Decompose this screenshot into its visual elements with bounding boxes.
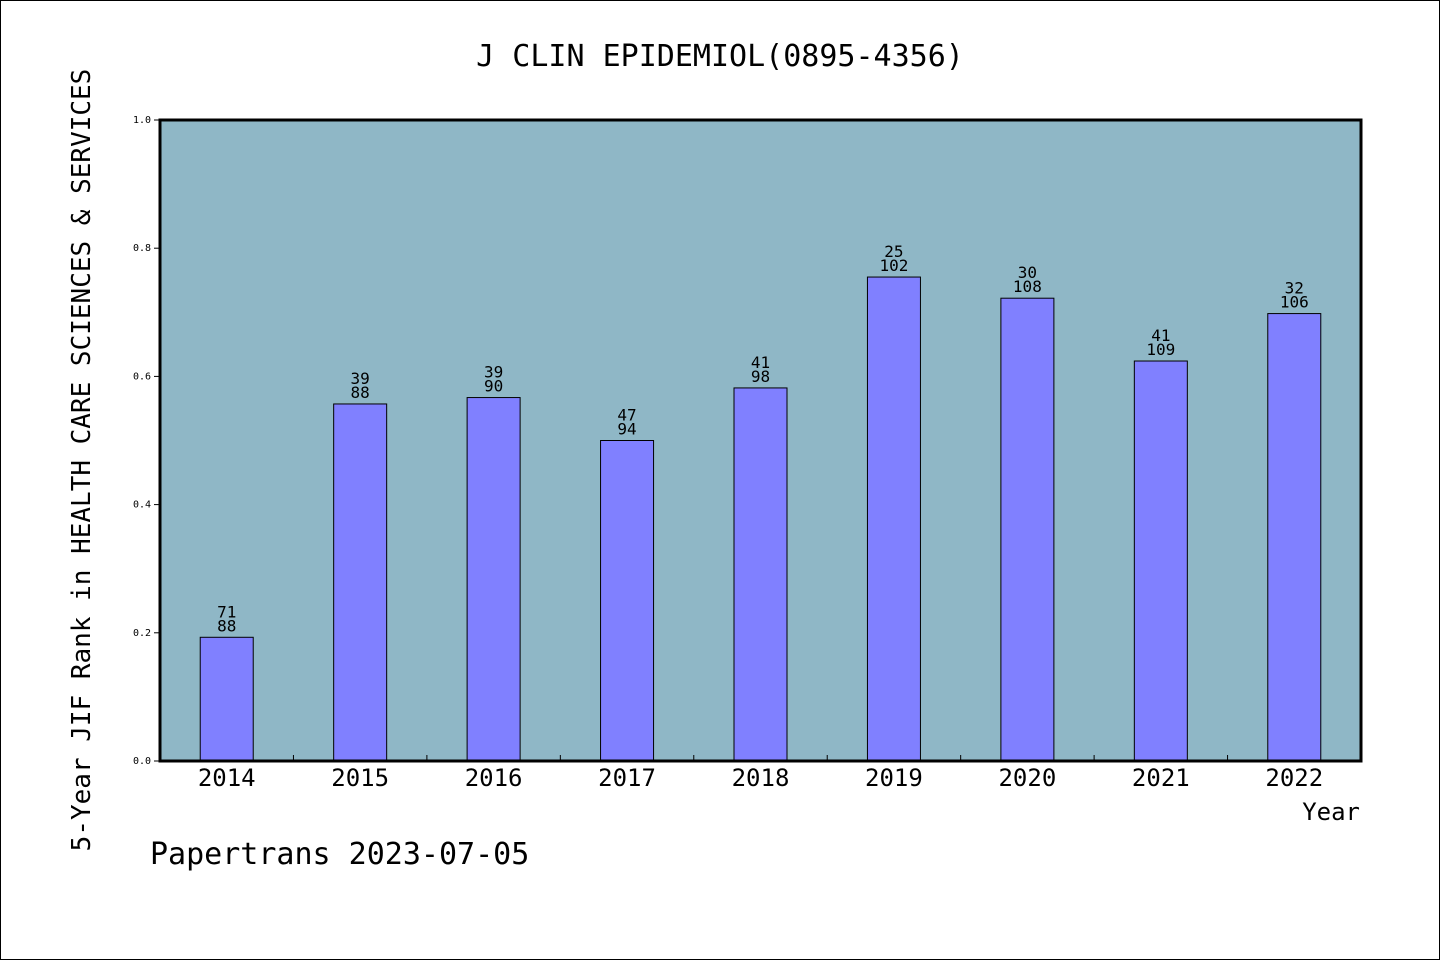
x-tick-label-2014: 2014 xyxy=(198,764,256,792)
y-tick-label-0.8: 0.8 xyxy=(133,243,151,254)
footer-text: Papertrans 2023-07-05 xyxy=(150,837,529,872)
y-tick-label-0.0: 0.0 xyxy=(133,756,151,767)
bar-total-label-2021: 109 xyxy=(1146,340,1175,359)
x-axis-label: Year xyxy=(1302,798,1360,826)
bar-2018 xyxy=(733,387,788,762)
x-tick-label-2021: 2021 xyxy=(1132,764,1190,792)
bar-2015 xyxy=(333,403,388,762)
x-tick-label-2018: 2018 xyxy=(732,764,790,792)
y-tick-label-1.0: 1.0 xyxy=(133,115,151,126)
bar-total-label-2020: 108 xyxy=(1013,277,1042,296)
y-axis-label: 5-Year JIF Rank in HEALTH CARE SCIENCES … xyxy=(67,69,97,852)
bar-total-label-2016: 90 xyxy=(484,377,503,396)
bar-rank-label-2014: 71 xyxy=(217,602,236,621)
bar-2016 xyxy=(466,397,521,762)
y-tick-label-0.4: 0.4 xyxy=(133,500,151,511)
x-tick-label-2016: 2016 xyxy=(465,764,523,792)
bar-2014 xyxy=(199,636,254,762)
bar-rank-label-2020: 30 xyxy=(1018,263,1037,282)
bar-2019 xyxy=(866,276,921,762)
x-tick-label-2015: 2015 xyxy=(331,764,389,792)
plot-border xyxy=(158,118,1363,763)
bar-total-label-2018: 98 xyxy=(751,367,770,386)
bar-rank-label-2015: 39 xyxy=(351,369,370,388)
bar-rank-label-2016: 39 xyxy=(484,363,503,382)
x-tick-label-2019: 2019 xyxy=(865,764,923,792)
ticks-layer: 2014 2015 2016 2017 2018 2019 2020 2021 2022 0.0 0… xyxy=(133,115,1323,792)
x-tick-label-2017: 2017 xyxy=(598,764,656,792)
bar-total-label-2015: 88 xyxy=(351,383,370,402)
bar-2017 xyxy=(600,440,655,762)
bar-rank-label-2018: 41 xyxy=(751,353,770,372)
bar-rank-label-2021: 41 xyxy=(1151,326,1170,345)
bar-rank-label-2017: 47 xyxy=(617,406,636,425)
bar-total-label-2014: 88 xyxy=(217,616,236,635)
bar-total-label-2019: 102 xyxy=(879,256,908,275)
bar-rank-label-2022: 32 xyxy=(1285,279,1304,298)
y-tick-label-0.2: 0.2 xyxy=(133,628,151,639)
chart-title: J CLIN EPIDEMIOL(0895-4356) xyxy=(476,39,964,74)
bar-2022 xyxy=(1267,313,1322,762)
y-tick-label-0.6: 0.6 xyxy=(133,371,151,382)
x-tick-label-2022: 2022 xyxy=(1265,764,1323,792)
bar-total-label-2022: 106 xyxy=(1280,293,1309,312)
bar-rank-label-2019: 25 xyxy=(884,242,903,261)
bar-2020 xyxy=(1000,297,1055,762)
x-tick-label-2020: 2020 xyxy=(998,764,1056,792)
bar-2021 xyxy=(1133,360,1188,762)
bar-total-label-2017: 94 xyxy=(617,420,636,439)
